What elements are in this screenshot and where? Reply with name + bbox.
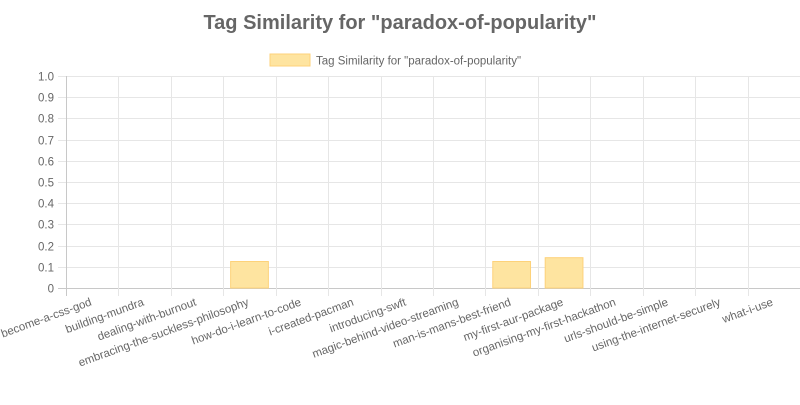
y-axis-ticks: 0 0.1 0.2 0.3 0.4 0.5 0.6 0.7 0.8 0.9 1.0 [38,72,55,296]
y-tick-label: 0 [48,284,54,296]
bars [230,257,584,289]
bar[interactable] [230,261,269,289]
grid-lines [58,76,800,296]
legend-swatch [269,53,311,67]
y-tick-label: 0.8 [38,114,54,126]
y-tick-label: 0.4 [38,199,55,211]
y-tick-label: 0.2 [38,242,54,254]
y-tick-label: 0.7 [38,136,54,148]
y-tick-label: 1.0 [38,72,54,84]
x-axis-ticks: become-a-css-godbuilding-mundradealing-w… [0,296,775,369]
y-tick-label: 0.3 [38,220,54,232]
legend[interactable]: Tag Similarity for "paradox-of-popularit… [269,53,521,68]
y-tick-label: 0.9 [38,93,54,105]
legend-label: Tag Similarity for "paradox-of-popularit… [316,56,521,68]
chart-title: Tag Similarity for "paradox-of-popularit… [203,12,596,34]
y-tick-label: 0.1 [38,263,54,275]
y-tick-label: 0.5 [38,178,54,190]
y-tick-label: 0.6 [38,157,54,169]
bar[interactable] [492,261,532,289]
bar[interactable] [544,257,584,289]
x-tick-label: what-i-use [720,297,775,327]
